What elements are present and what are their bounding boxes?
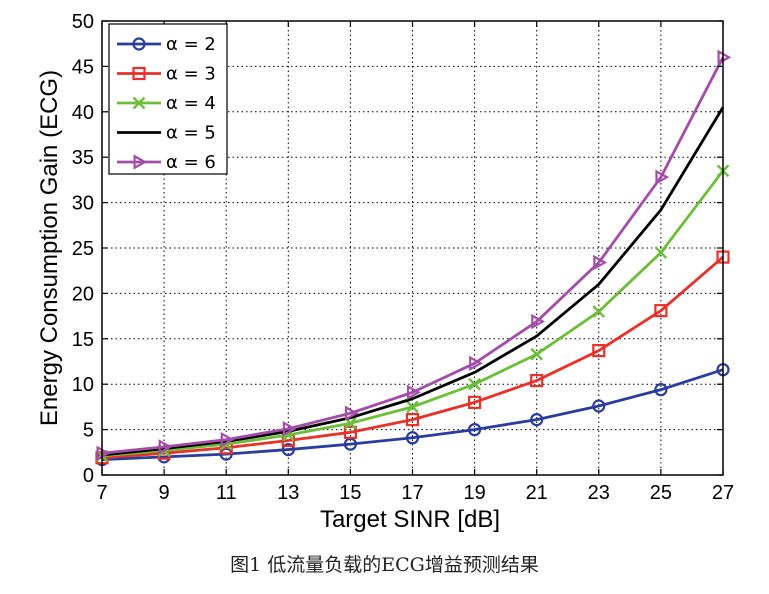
data-point <box>468 377 481 391</box>
data-point <box>592 305 606 318</box>
data-point <box>132 37 146 51</box>
x-tick-label: 7 <box>96 482 107 504</box>
x-tick-label: 21 <box>526 482 548 504</box>
data-point <box>593 254 608 271</box>
x-tick-label: 13 <box>277 482 299 504</box>
data-point <box>530 347 544 361</box>
legend: α = 2 α = 3 α = 4 α = 5 α = 6 <box>108 23 228 175</box>
data-point <box>220 431 235 448</box>
y-tick-label: 5 <box>83 420 94 442</box>
series-line <box>101 256 724 460</box>
data-point <box>469 355 483 371</box>
x-tick-label: 15 <box>339 482 361 504</box>
legend-item: α = 5 <box>117 123 216 144</box>
data-point <box>132 96 146 110</box>
series-4 <box>96 49 732 461</box>
y-tick-label: 20 <box>72 283 94 305</box>
legend-item: α = 6 <box>117 152 216 173</box>
data-point <box>132 66 146 81</box>
data-point <box>281 442 295 457</box>
x-tick-label: 19 <box>463 482 485 504</box>
legend-label: α = 5 <box>166 123 216 144</box>
data-point <box>96 445 111 461</box>
data-point <box>282 421 297 437</box>
data-point <box>343 425 357 439</box>
axis-ticks: 7 9 11 13 15 17 19 21 23 25 27 0 5 10 15 20 25 30 35 40 45 50 <box>72 11 734 504</box>
legend-label: α = 4 <box>166 93 216 114</box>
y-tick-label: 30 <box>72 193 94 215</box>
y-tick-label: 0 <box>83 465 94 487</box>
data-point <box>654 246 668 259</box>
data-point <box>133 154 148 170</box>
legend-label: α = 3 <box>166 64 216 85</box>
data-point <box>405 413 420 427</box>
data-point <box>344 405 359 421</box>
data-point <box>530 413 544 427</box>
y-tick-label: 35 <box>72 147 94 169</box>
legend-label: α = 2 <box>166 34 216 55</box>
series-line <box>101 368 724 461</box>
y-tick-label: 25 <box>72 238 94 260</box>
legend-item: α = 2 <box>117 34 216 55</box>
y-tick-label: 15 <box>72 329 94 351</box>
legend-item: α = 3 <box>117 64 216 85</box>
data-point <box>655 169 670 185</box>
series-line <box>101 56 725 455</box>
y-tick-label: 40 <box>72 102 94 124</box>
data-point <box>468 395 482 409</box>
data-point <box>717 49 732 65</box>
data-point <box>530 373 544 388</box>
x-tick-label: 11 <box>216 482 237 504</box>
data-point <box>531 313 546 330</box>
y-tick-label: 10 <box>72 374 94 396</box>
x-tick-label: 27 <box>712 482 734 504</box>
data-point <box>592 344 606 358</box>
data-point <box>406 400 419 414</box>
data-point <box>158 439 173 455</box>
x-axis-label: Target SINR [dB] <box>320 506 500 533</box>
legend-box <box>108 23 228 175</box>
y-tick-label: 45 <box>72 56 94 78</box>
data-point <box>654 383 668 397</box>
y-tick-label: 50 <box>72 11 94 33</box>
x-tick-label: 23 <box>588 482 610 504</box>
data-point <box>592 399 606 413</box>
legend-label: α = 6 <box>166 152 216 173</box>
figure-caption: 图1 低流量负载的ECG增益预测结果 <box>230 554 539 576</box>
y-axis-label: Energy Consumption Gain (ECG) <box>36 70 63 426</box>
data-point <box>405 431 420 445</box>
legend-item: α = 4 <box>117 93 216 114</box>
data-point <box>468 423 482 437</box>
x-tick-label: 17 <box>401 482 423 504</box>
series-3 <box>101 106 725 457</box>
series-line <box>101 106 725 457</box>
series-layer <box>95 49 732 467</box>
x-tick-label: 9 <box>159 482 170 504</box>
x-tick-label: 25 <box>650 482 672 504</box>
data-point <box>407 384 421 401</box>
data-point <box>654 304 668 318</box>
